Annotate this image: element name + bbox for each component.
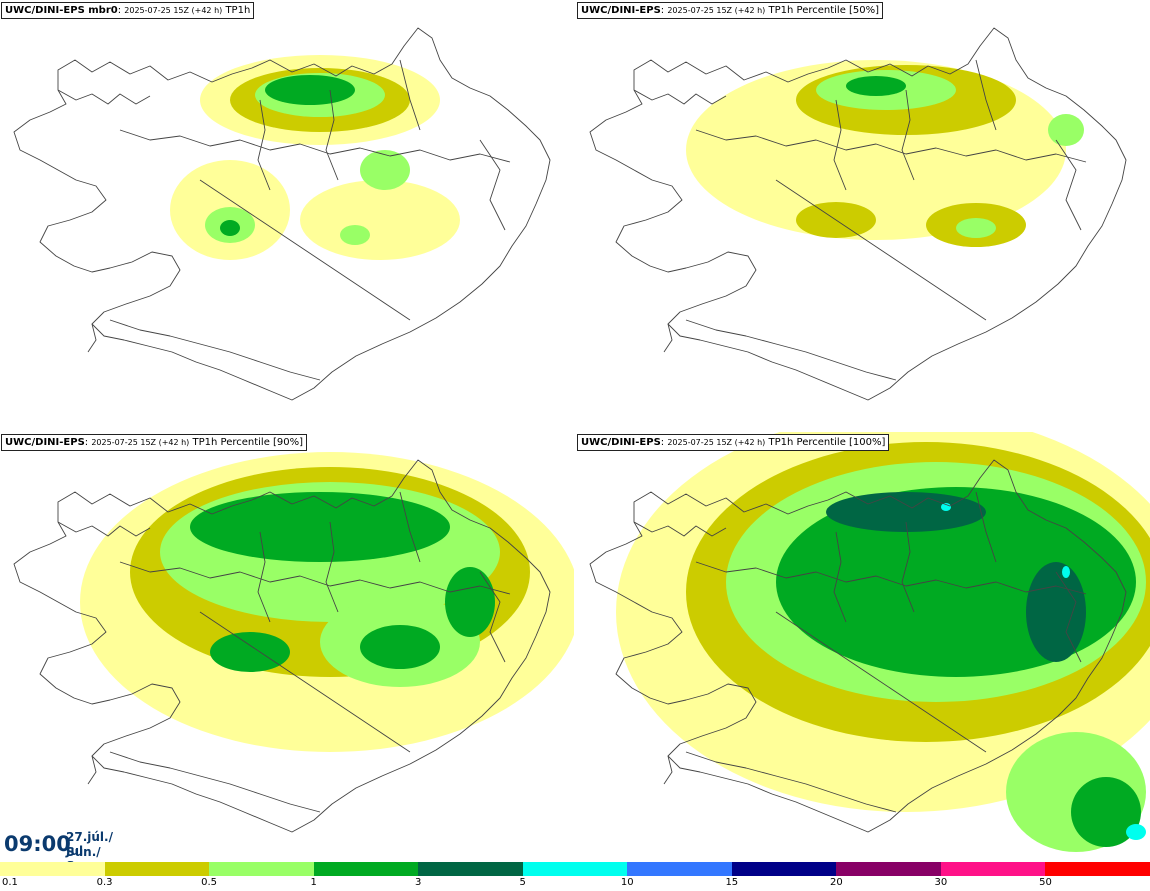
run-time: 2025-07-25 15Z (+42 h) xyxy=(91,438,190,447)
colorbar-segment xyxy=(940,862,1046,876)
colorbar-segment xyxy=(731,862,837,876)
panel-divider xyxy=(0,430,1150,432)
colorbar-tick-label: 0.3 xyxy=(96,877,113,888)
colorbar-tick-label: 0.1 xyxy=(2,877,18,888)
colorbar-segment xyxy=(313,862,419,876)
colorbar-tick-label: 20 xyxy=(829,877,843,888)
precipitation-map xyxy=(0,432,575,862)
map-panel-p100: UWC/DINI-EPS: 2025-07-25 15Z (+42 h) TP1… xyxy=(576,432,1150,862)
colorbar-tick-label: 30 xyxy=(934,877,948,888)
colorbar-tick-labels: 0.1 0.3 0.5 1 3 5 10 15 20 30 50 xyxy=(0,876,1150,891)
map-panel-p90: UWC/DINI-EPS: 2025-07-25 15Z (+42 h) TP1… xyxy=(0,432,575,862)
precipitation-map xyxy=(589,27,1127,401)
panel-title: UWC/DINI-EPS: 2025-07-25 15Z (+42 h) TP1… xyxy=(1,434,308,451)
colorbar-segment xyxy=(0,862,105,876)
valid-time: 09:00 xyxy=(4,832,71,856)
map-panel-mbr0: UWC/DINI-EPS mbr0: 2025-07-25 15Z (+42 h… xyxy=(0,0,575,430)
field-name: TP1h Percentile [90%] xyxy=(192,437,304,448)
model-name: UWC/DINI-EPS mbr0 xyxy=(5,5,118,16)
run-time: 2025-07-25 15Z (+42 h) xyxy=(124,6,223,15)
model-name: UWC/DINI-EPS xyxy=(581,437,661,448)
colorbar-segment xyxy=(522,862,628,876)
colorbar-tick-label: 10 xyxy=(620,877,634,888)
run-time: 2025-07-25 15Z (+42 h) xyxy=(667,6,766,15)
valid-time-box: 09:00 27.júl./ Jul Sun./ Sun xyxy=(0,826,128,873)
colorbar-segment xyxy=(836,862,941,876)
colorbar-segment xyxy=(104,862,210,876)
precipitation-map xyxy=(13,27,551,401)
colorbar-segment xyxy=(1045,862,1150,876)
colorbar-tick-label: 1 xyxy=(310,877,317,888)
valid-date: 27.júl./ Jul xyxy=(66,830,113,858)
colorbar-tick-label: 5 xyxy=(519,877,526,888)
colorbar-segment xyxy=(627,862,732,876)
colorbar-segment xyxy=(209,862,314,876)
precipitation-colorbar xyxy=(0,862,1150,876)
run-time: 2025-07-25 15Z (+42 h) xyxy=(667,438,766,447)
colorbar-tick-label: 15 xyxy=(725,877,739,888)
field-name: TP1h xyxy=(225,5,251,16)
precipitation-map xyxy=(589,432,1150,852)
panel-title: UWC/DINI-EPS mbr0: 2025-07-25 15Z (+42 h… xyxy=(1,2,255,19)
field-name: TP1h Percentile [100%] xyxy=(768,437,886,448)
model-name: UWC/DINI-EPS xyxy=(581,5,661,16)
colorbar-segment xyxy=(418,862,523,876)
field-name: TP1h Percentile [50%] xyxy=(768,5,880,16)
map-panel-p50: UWC/DINI-EPS: 2025-07-25 15Z (+42 h) TP1… xyxy=(576,0,1150,430)
panel-title: UWC/DINI-EPS: 2025-07-25 15Z (+42 h) TP1… xyxy=(577,2,884,19)
panel-title: UWC/DINI-EPS: 2025-07-25 15Z (+42 h) TP1… xyxy=(577,434,890,451)
colorbar-tick-label: 0.5 xyxy=(201,877,218,888)
colorbar-tick-label: 50 xyxy=(1039,877,1052,888)
colorbar-tick-label: 3 xyxy=(414,877,422,888)
model-name: UWC/DINI-EPS xyxy=(5,437,85,448)
